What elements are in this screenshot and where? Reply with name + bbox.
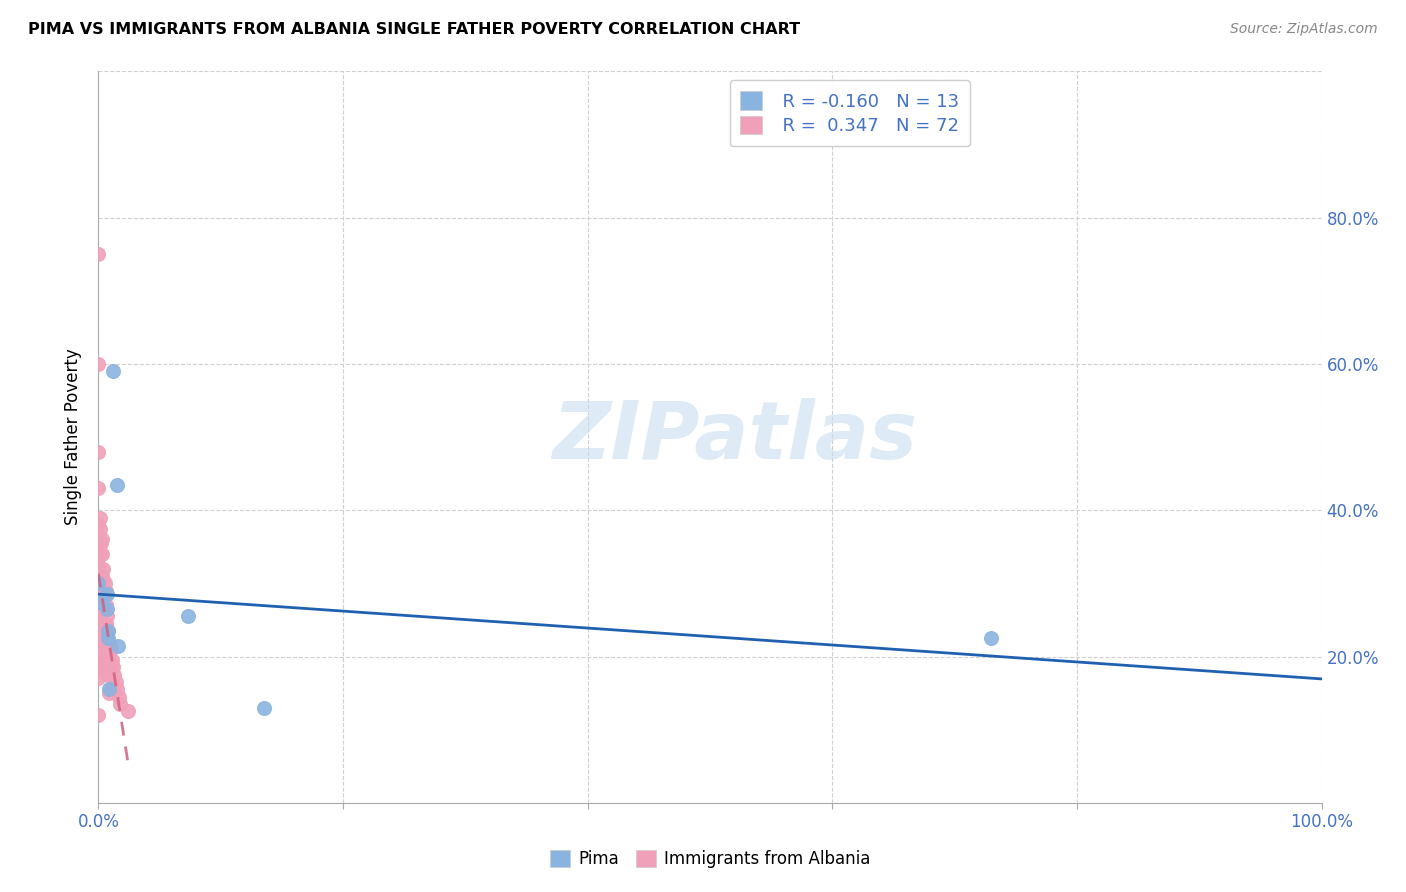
Point (98, 635, 121, 649)
Point (97, 632, 120, 646)
Point (101, 364, 124, 378)
Point (87, 247, 110, 261)
Point (87, 708, 110, 723)
Point (90, 635, 112, 649)
Point (105, 682, 128, 697)
Point (252, 700, 274, 714)
Text: ZIPatlas: ZIPatlas (553, 398, 917, 476)
Point (91, 547, 114, 561)
Point (97, 624, 120, 638)
Point (117, 705, 139, 719)
Text: Source: ZipAtlas.com: Source: ZipAtlas.com (1230, 22, 1378, 37)
Point (97, 624, 120, 638)
Point (87, 357, 110, 371)
Point (90, 587, 112, 601)
Point (100, 682, 122, 697)
Point (100, 657, 122, 671)
Point (89, 536, 111, 550)
Point (94, 599, 117, 613)
Point (87, 657, 110, 671)
Point (91, 642, 114, 657)
Point (91, 587, 114, 601)
Point (91, 602, 114, 616)
Point (87, 444, 110, 458)
Point (101, 682, 124, 697)
Point (87, 624, 110, 638)
Point (97, 667, 120, 681)
Point (90, 547, 112, 561)
Point (98, 646, 121, 660)
Point (91, 573, 114, 587)
Point (98, 682, 121, 697)
Point (98, 660, 121, 674)
Point (91, 657, 114, 671)
Point (87, 672, 110, 686)
Point (89, 510, 111, 524)
Point (91, 569, 114, 583)
Point (103, 667, 125, 681)
Point (90, 576, 112, 591)
Point (93, 653, 115, 667)
Point (87, 635, 110, 649)
Point (89, 521, 111, 535)
Point (87, 540, 110, 554)
Point (110, 697, 132, 711)
Point (87, 642, 110, 657)
Point (177, 609, 200, 624)
Point (91, 616, 114, 631)
Point (91, 580, 114, 594)
Point (87, 517, 110, 532)
Point (87, 613, 110, 627)
Point (94, 583, 117, 598)
Point (87, 576, 110, 591)
Point (91, 533, 114, 547)
Point (980, 632, 1002, 646)
Point (87, 649, 110, 664)
Point (89, 583, 111, 598)
Point (90, 599, 112, 613)
Point (100, 642, 122, 657)
Point (93, 587, 115, 601)
Point (90, 536, 112, 550)
Point (91, 562, 114, 576)
Point (87, 576, 110, 591)
Point (94, 616, 117, 631)
Point (96, 657, 118, 671)
Point (96, 602, 118, 616)
Point (87, 481, 110, 495)
Point (87, 591, 110, 605)
Point (96, 609, 118, 624)
Point (101, 660, 124, 674)
Point (87, 620, 110, 634)
Point (94, 664, 117, 678)
Point (105, 477, 128, 491)
Point (87, 558, 110, 573)
Point (93, 602, 115, 616)
Point (89, 594, 111, 608)
Point (108, 690, 131, 704)
Text: PIMA VS IMMIGRANTS FROM ALBANIA SINGLE FATHER POVERTY CORRELATION CHART: PIMA VS IMMIGRANTS FROM ALBANIA SINGLE F… (28, 22, 800, 37)
Point (107, 639, 129, 653)
Point (91, 587, 114, 601)
Point (87, 602, 110, 616)
Y-axis label: Single Father Poverty: Single Father Poverty (65, 349, 83, 525)
Point (93, 616, 115, 631)
Legend: Pima, Immigrants from Albania: Pima, Immigrants from Albania (543, 844, 877, 875)
Point (91, 602, 114, 616)
Point (87, 664, 110, 678)
Point (98, 686, 121, 700)
Point (101, 653, 124, 667)
Point (96, 587, 118, 601)
Point (93, 576, 115, 591)
Point (104, 675, 127, 690)
